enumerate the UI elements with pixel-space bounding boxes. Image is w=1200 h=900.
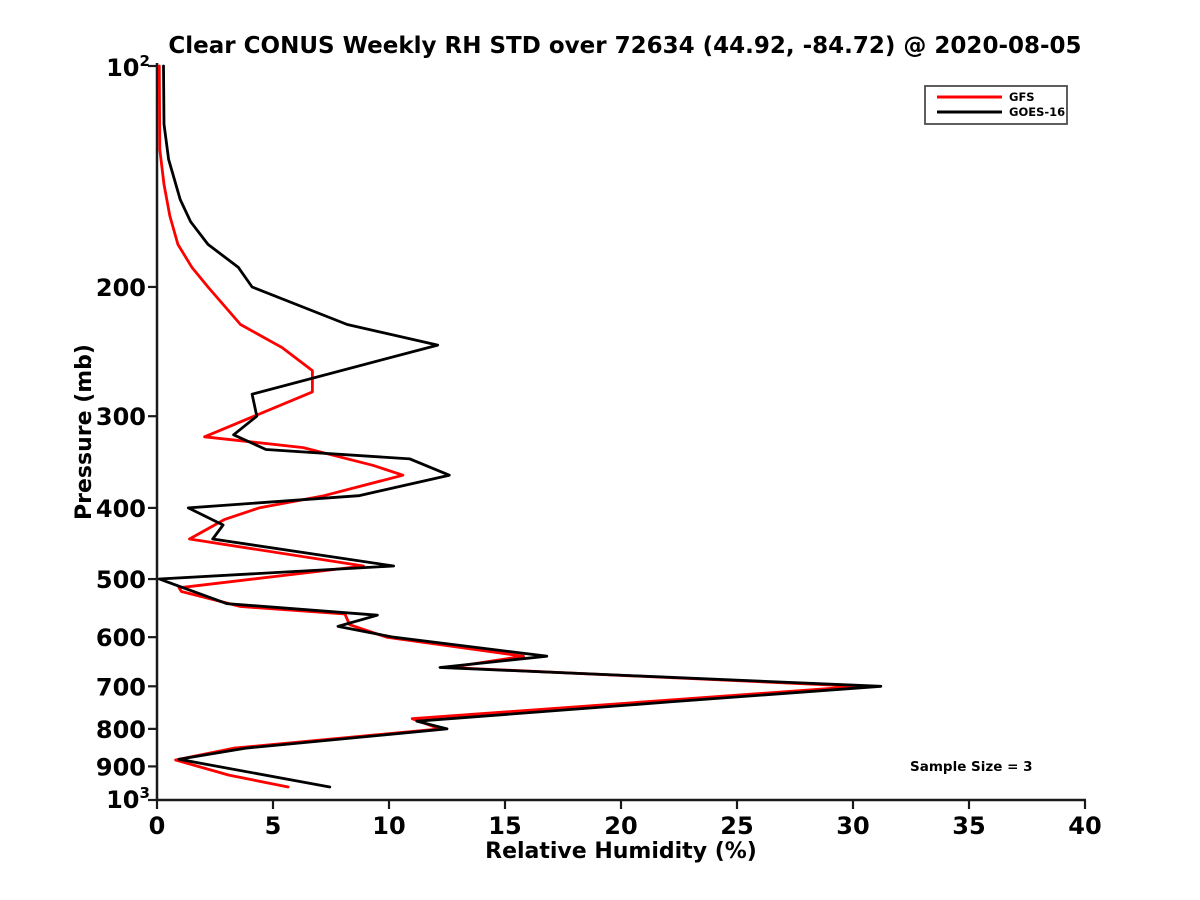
y-tick-label: 500: [96, 566, 146, 594]
y-top-base: 10: [106, 54, 139, 82]
x-tick-label: 25: [720, 812, 753, 840]
chart-title: Clear CONUS Weekly RH STD over 72634 (44…: [168, 33, 1081, 59]
y-tick-label: 400: [96, 495, 146, 523]
y-tick-label: 900: [96, 753, 146, 781]
x-tick-label: 0: [149, 812, 166, 840]
plot-axes: 200 300 400 500 600 700 800 900 0 5 10 15 20 25 30 35 40: [96, 63, 1102, 840]
legend-label-gfs: GFS: [1009, 90, 1035, 104]
legend: GFS GOES-16: [924, 85, 1068, 125]
x-tick-label: 20: [604, 812, 637, 840]
series-line-goes-16: [157, 64, 883, 789]
legend-box: [924, 85, 1068, 125]
series-line-gfs: [157, 64, 862, 789]
y-bottom-exponent: 3: [139, 784, 149, 802]
y-bottom-base: 10: [106, 786, 139, 814]
x-tick-label: 40: [1068, 812, 1101, 840]
x-tick-label: 5: [265, 812, 282, 840]
x-tick-label: 15: [488, 812, 521, 840]
y-axis-title: Pressure (mb): [72, 344, 97, 520]
y-tick-label: 300: [96, 403, 146, 431]
x-tick-label: 35: [952, 812, 985, 840]
y-tick-label: 800: [96, 716, 146, 744]
x-axis-title: Relative Humidity (%): [485, 839, 757, 864]
y-tick-label: 600: [96, 624, 146, 652]
y-tick-label: 700: [96, 673, 146, 701]
legend-label-goes16: GOES-16: [1009, 105, 1065, 119]
data-series: [157, 64, 883, 789]
sample-size-annotation: Sample Size = 3: [910, 759, 1033, 775]
y-axis-top-label: 102: [106, 52, 150, 82]
y-tick-label: 200: [96, 274, 146, 302]
x-tick-label: 10: [372, 812, 405, 840]
y-top-exponent: 2: [139, 52, 149, 70]
y-axis-bottom-label: 103: [106, 784, 150, 814]
x-tick-label: 30: [836, 812, 869, 840]
